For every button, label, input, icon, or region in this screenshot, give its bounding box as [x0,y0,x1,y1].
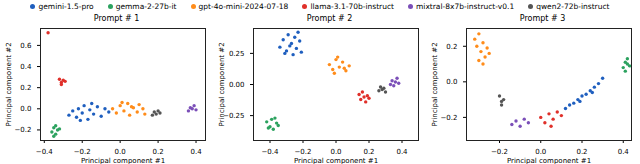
svg-text:−0.2: −0.2 [295,148,312,156]
svg-text:0.4: 0.4 [20,63,32,71]
svg-text:0.4: 0.4 [618,148,630,156]
svg-text:−0.2: −0.2 [441,114,458,122]
svg-text:Principal component #1: Principal component #1 [507,157,591,164]
svg-text:0.25: 0.25 [229,50,245,58]
html-text:mixtral-8x7b-instruct-v0.1: mixtral-8x7b-instruct-v0.1 [416,2,515,11]
svg-text:0.2: 0.2 [20,84,31,92]
svg-text:0.4: 0.4 [190,148,202,156]
svg-text:0.2: 0.2 [363,148,374,156]
html-text:Prompt # 3: Prompt # 3 [519,14,566,23]
svg-text:0.0: 0.0 [330,148,341,156]
svg-text:0.4: 0.4 [396,148,408,156]
svg-text:Principal component #1: Principal component #1 [81,157,165,164]
svg-text:−0.25: −0.25 [223,111,245,120]
svg-text:−0.4: −0.4 [262,148,280,156]
svg-text:0.2: 0.2 [446,43,457,51]
svg-text:Principal component #1: Principal component #1 [294,157,378,164]
svg-text:0.0: 0.0 [446,78,457,86]
html-text:Prompt # 2: Prompt # 2 [306,14,353,23]
svg-text:−0.2: −0.2 [74,148,91,156]
html-text:Prompt # 1: Prompt # 1 [93,14,140,23]
svg-text:0.6: 0.6 [20,42,32,50]
svg-text:−0.2: −0.2 [491,148,508,156]
svg-text:0.0: 0.0 [20,105,31,113]
svg-text:0.0: 0.0 [115,148,126,156]
html-text:llama-3.1-70b-instruct: llama-3.1-70b-instruct [310,2,394,11]
html-text:gemma-2-27b-it: gemma-2-27b-it [115,2,177,11]
html-text:gemini-1.5-pro: gemini-1.5-pro [38,2,94,11]
svg-text:−0.2: −0.2 [15,126,32,134]
svg-text:Principal component #2: Principal component #2 [218,42,226,126]
html-text:qwen2-72b-instruct: qwen2-72b-instruct [536,2,610,11]
html-text:gpt-4o-mini-2024-07-18: gpt-4o-mini-2024-07-18 [198,2,289,11]
svg-text:0.0: 0.0 [535,148,546,156]
svg-text:0.2: 0.2 [576,148,587,156]
svg-text:0.00: 0.00 [229,81,245,89]
svg-text:Principal component #2: Principal component #2 [431,42,439,126]
svg-text:−0.4: −0.4 [36,148,54,156]
svg-text:Principal component #2: Principal component #2 [5,42,13,126]
svg-text:0.2: 0.2 [153,148,164,156]
